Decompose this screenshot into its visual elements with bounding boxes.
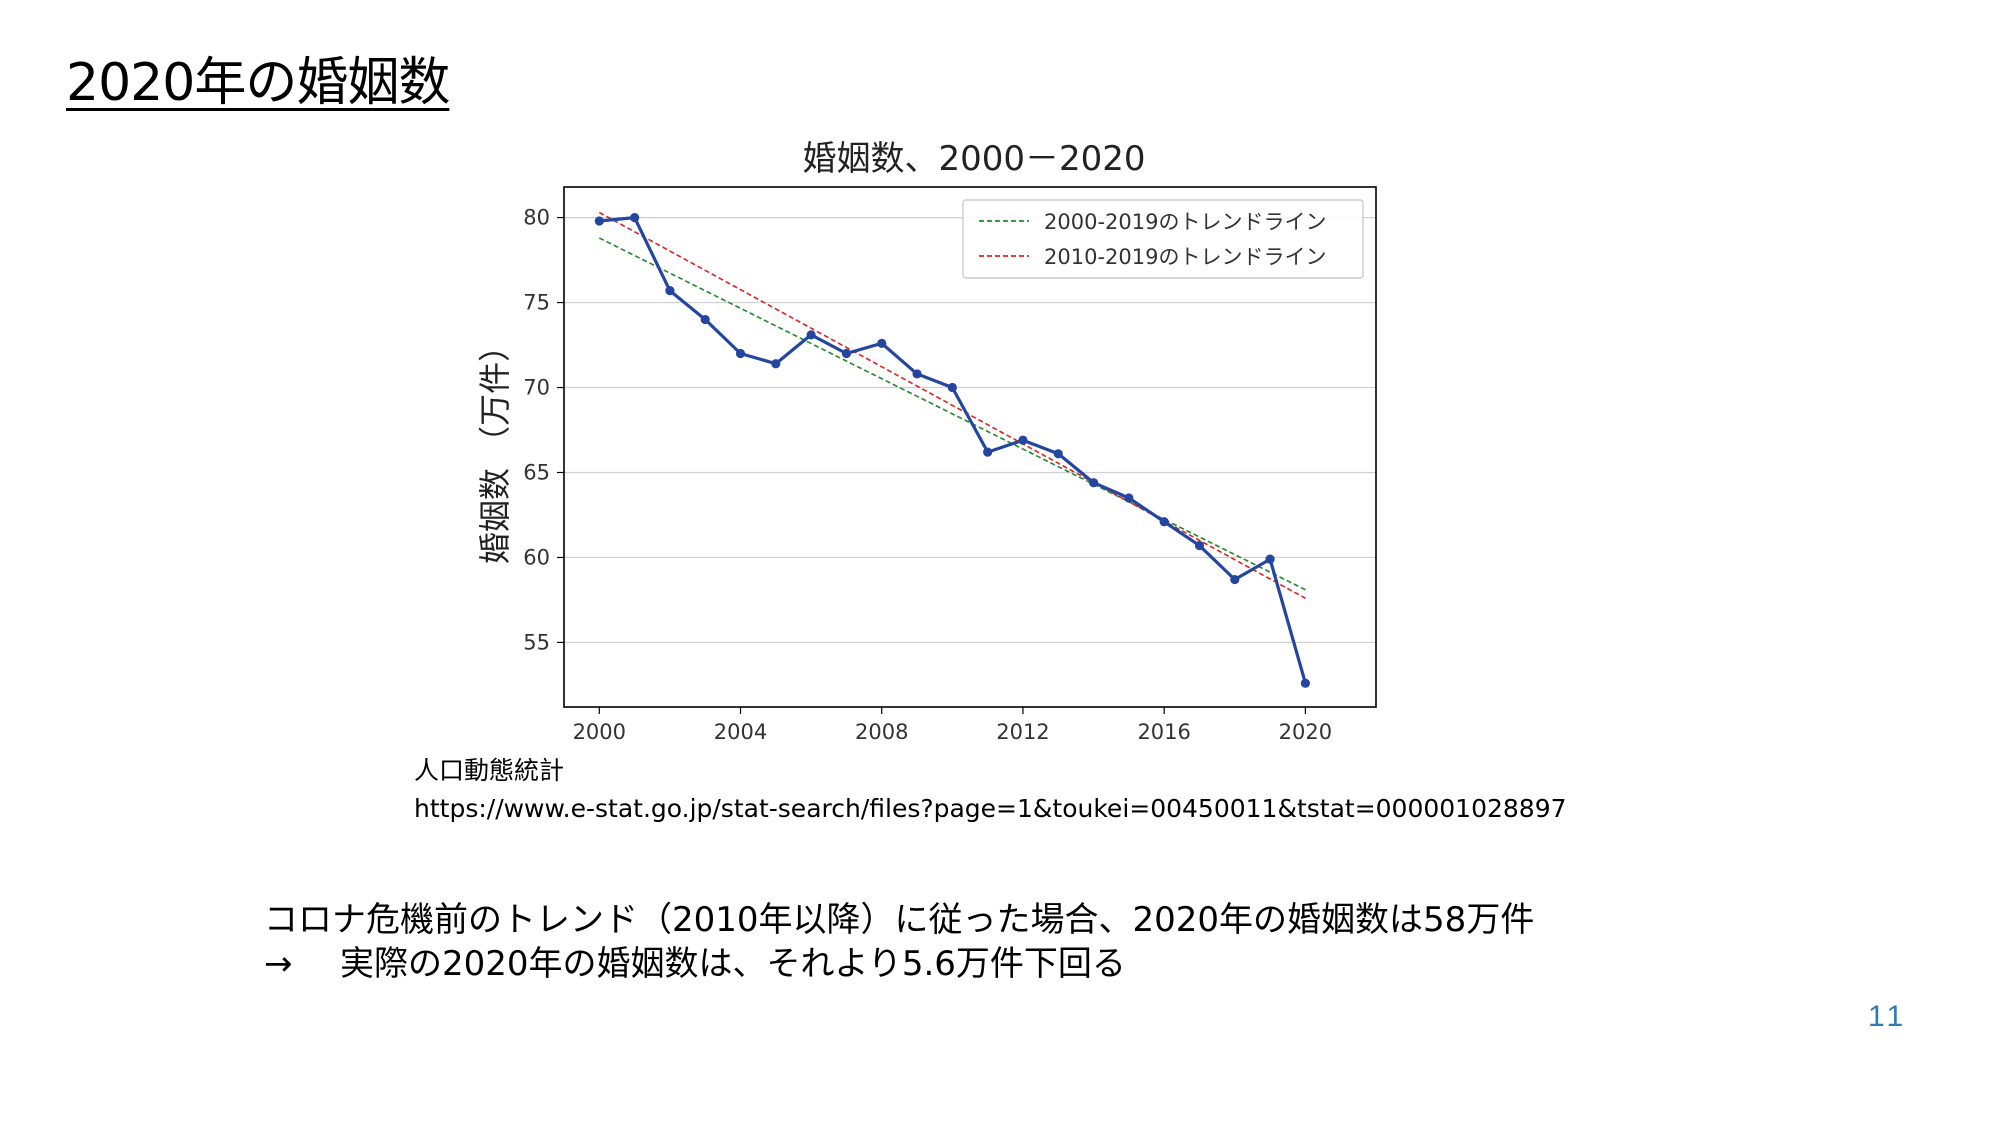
trend-line-2 [598,211,1306,599]
arrow-icon: → [264,944,293,984]
data-point-2006 [806,330,816,340]
y-tick-label: 75 [523,291,550,315]
conclusion-line-2: → 実際の2020年の婚姻数は、それより5.6万件下回る [264,942,1534,986]
trend-lines [598,211,1306,599]
data-point-2019 [1265,554,1275,564]
x-tick-label: 2000 [573,720,626,744]
data-series [594,212,1310,688]
source-note: 人口動態統計 https://www.e-stat.go.jp/stat-sea… [414,752,1567,828]
x-tick-label: 2004 [714,720,767,744]
legend-label-trend-2010: 2010-2019のトレンドライン [1044,245,1326,269]
x-tick-label: 2020 [1279,720,1332,744]
data-point-2002 [665,286,675,296]
data-point-2013 [1053,449,1063,459]
data-point-2001 [630,212,640,223]
slide-title: 2020年の婚姻数 [66,53,450,113]
data-point-2000 [594,216,604,226]
y-tick-label: 65 [523,460,550,484]
y-tick-label: 55 [523,630,550,654]
y-axis-label: 婚姻数 （万件） [476,330,514,564]
source-url[interactable]: https://www.e-stat.go.jp/stat-search/fil… [414,794,1567,823]
chart-title: 婚姻数、2000－2020 [802,139,1145,179]
conclusion-line-1: コロナ危機前のトレンド（2010年以降）に従った場合、2020年の婚姻数は58万… [264,900,1535,940]
conclusion-line-2-text: 実際の2020年の婚姻数は、それより5.6万件下回る [340,944,1126,984]
data-point-2007 [841,348,852,359]
data-point-2012 [1018,435,1028,445]
marriage-count-line [599,215,1307,684]
legend-box [962,199,1364,279]
data-point-2016 [1159,517,1169,527]
x-tick-label: 2008 [855,720,908,744]
page-number: 11 [1868,1000,1908,1033]
x-tick-label: 2016 [1137,720,1190,744]
legend: 2000-2019のトレンドライン 2010-2019のトレンドライン [962,199,1364,279]
x-axis: 2000 2004 2008 2012 2016 2020 [573,707,1332,744]
data-point-2009 [912,369,922,379]
data-point-2008 [877,338,887,348]
data-point-2003 [700,314,710,325]
data-point-2005 [771,359,781,369]
y-tick-label: 80 [523,206,550,230]
data-point-2014 [1088,478,1099,488]
plot-frame [563,186,1377,708]
data-point-2004 [735,348,746,359]
data-point-2015 [1124,493,1134,503]
legend-label-trend-2000: 2000-2019のトレンドライン [1044,210,1326,234]
y-tick-label: 70 [523,376,550,400]
data-point-2018 [1230,574,1240,585]
source-label: 人口動態統計 [414,756,565,785]
trend-line-1 [598,237,1306,591]
data-point-2011 [983,447,993,457]
x-tick-label: 2012 [996,720,1049,744]
data-point-2010 [947,382,957,393]
conclusion-text: コロナ危機前のトレンド（2010年以降）に従った場合、2020年の婚姻数は58万… [264,898,1534,986]
y-axis: 55 60 65 70 75 80 [523,206,564,654]
data-point-2017 [1194,540,1205,551]
y-tick-label: 60 [523,545,550,569]
data-point-2020 [1300,678,1310,688]
